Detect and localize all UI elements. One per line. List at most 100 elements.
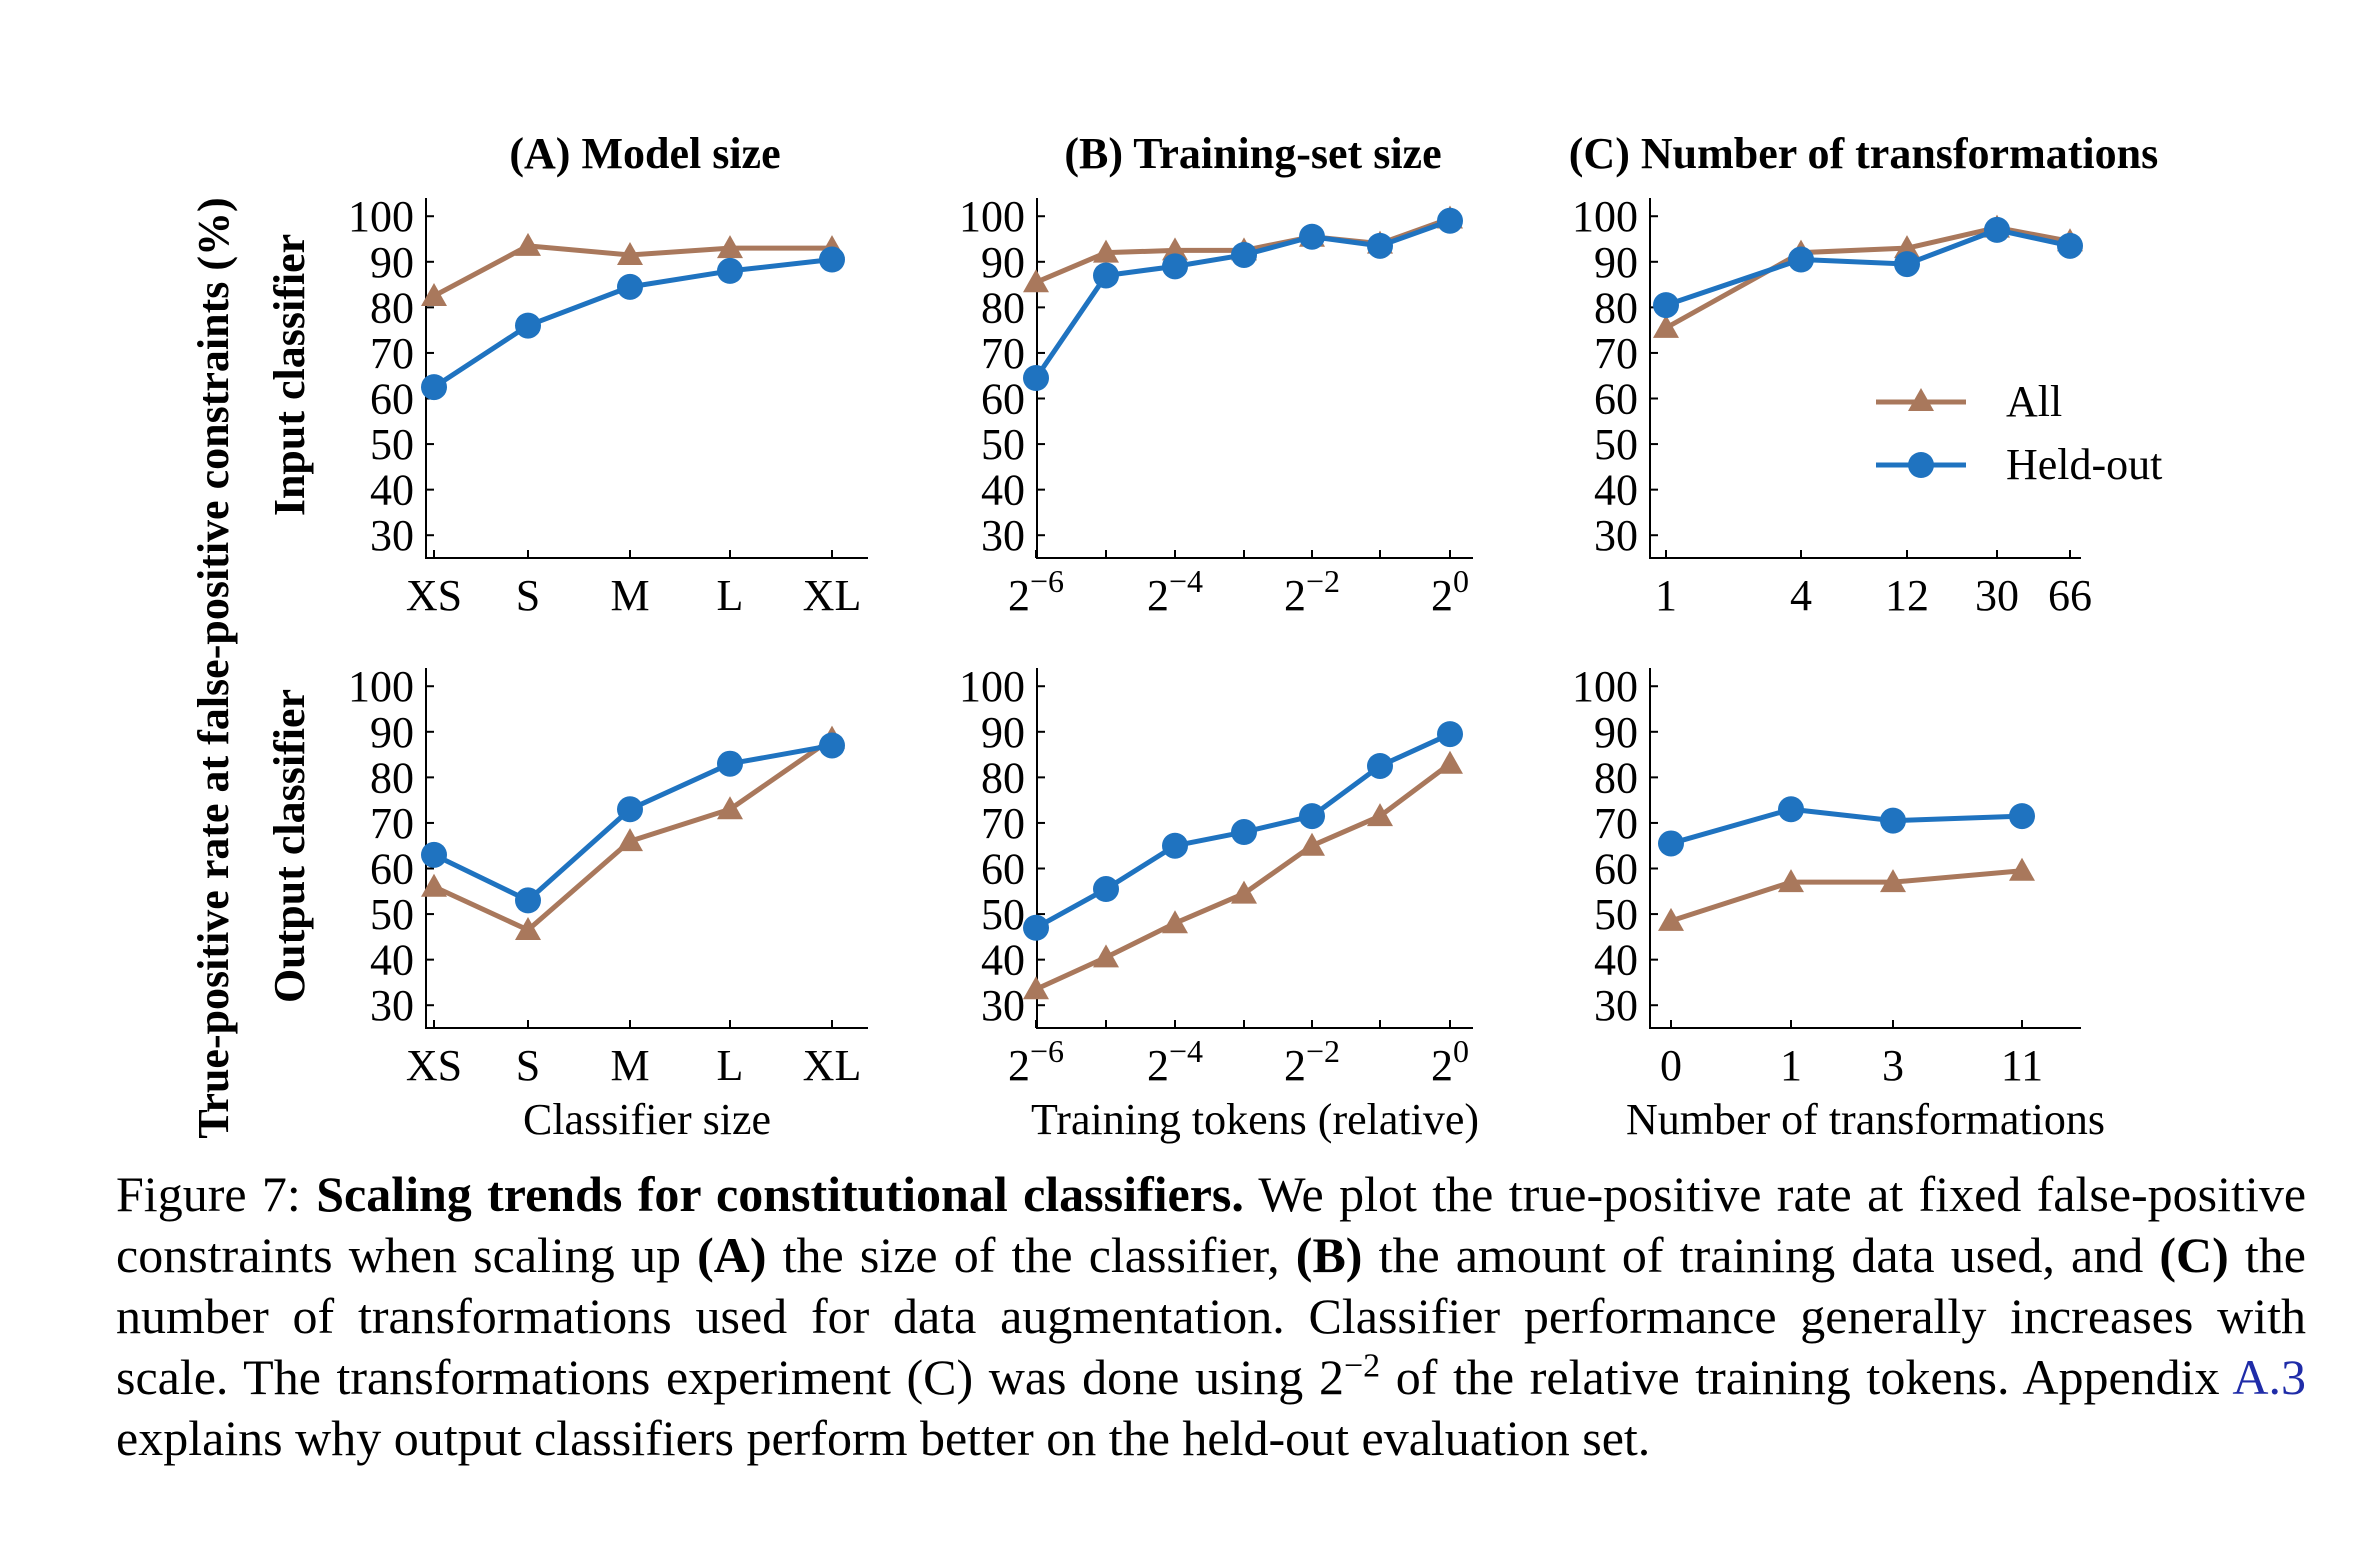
caption-b: (B) xyxy=(1295,1227,1363,1283)
x-tick-label: XS xyxy=(406,1041,462,1090)
caption-c: (C) xyxy=(2159,1227,2229,1283)
x-axis-label: Training tokens (relative) xyxy=(1031,1095,1479,1144)
y-tick-label: 100 xyxy=(348,662,414,711)
y-tick-label: 50 xyxy=(1594,890,1638,939)
y-tick-label: 60 xyxy=(370,845,414,894)
x-tick-label: 0 xyxy=(1660,1041,1682,1090)
y-tick-label: 50 xyxy=(981,890,1025,939)
data-point-all xyxy=(2009,857,2035,881)
caption-exponent: −2 xyxy=(1343,1347,1381,1385)
legend-label-held-out: Held-out xyxy=(2006,440,2162,489)
data-point-held-out xyxy=(1788,246,1814,273)
data-point-held-out xyxy=(1093,876,1119,903)
data-point-all xyxy=(1653,314,1679,338)
y-tick-label: 30 xyxy=(370,511,414,560)
caption-text-5: of the relative training tokens. Appendi… xyxy=(1380,1349,2233,1405)
x-tick-label: 2−6 xyxy=(1008,1033,1064,1090)
x-tick-label: 4 xyxy=(1790,571,1812,620)
y-tick-label: 50 xyxy=(981,420,1025,469)
y-tick-label: 70 xyxy=(370,329,414,378)
y-tick-label: 50 xyxy=(1594,420,1638,469)
data-point-all xyxy=(421,873,447,897)
data-point-all xyxy=(1023,976,1049,1000)
x-tick-label: 20 xyxy=(1431,563,1469,620)
series-line-all xyxy=(1670,868,2023,924)
caption-title: Scaling trends for constitutional classi… xyxy=(316,1166,1244,1222)
caption-text-2: the size of the classifier, xyxy=(766,1227,1296,1283)
data-point-all xyxy=(515,232,541,256)
data-point-held-out xyxy=(1023,365,1049,391)
y-tick-label: 100 xyxy=(959,192,1025,241)
data-point-held-out xyxy=(1162,832,1188,859)
data-point-held-out xyxy=(2009,803,2035,830)
legend-all-marker xyxy=(1908,388,1934,411)
row-label-input: Input classifier xyxy=(265,234,314,516)
data-point-held-out xyxy=(1658,830,1684,857)
caption-text-4: the number of transformations used for d… xyxy=(116,1227,2306,1405)
data-point-held-out xyxy=(1023,914,1049,941)
x-tick-label: S xyxy=(516,1041,540,1090)
figure: True-positive rate at false-positive con… xyxy=(189,129,2162,1144)
x-tick-label: 11 xyxy=(2001,1041,2043,1090)
y-tick-label: 70 xyxy=(1594,799,1638,848)
y-tick-label: 30 xyxy=(370,981,414,1030)
data-point-held-out xyxy=(1437,207,1463,234)
y-tick-label: 70 xyxy=(1594,329,1638,378)
data-point-held-out xyxy=(1299,223,1325,250)
data-point-held-out xyxy=(617,796,643,823)
x-tick-label: XL xyxy=(803,571,862,620)
x-tick-label: 2−4 xyxy=(1147,563,1203,620)
series-line-all xyxy=(1664,225,2071,331)
data-point-held-out xyxy=(421,374,447,401)
legend-label-all: All xyxy=(2006,377,2062,426)
data-point-all xyxy=(1093,239,1119,263)
data-point-all xyxy=(1658,907,1684,931)
data-point-held-out xyxy=(1367,232,1393,259)
caption-text-1: We plot the true-positive rate at fixed … xyxy=(116,1166,2307,1283)
data-point-all xyxy=(617,828,643,852)
data-point-all xyxy=(1894,235,1920,259)
y-tick-label: 40 xyxy=(370,936,414,985)
y-tick-label: 60 xyxy=(370,375,414,424)
x-tick-label: 3 xyxy=(1882,1041,1904,1090)
data-point-held-out xyxy=(1653,292,1679,319)
row-label-output: Output classifier xyxy=(265,689,314,1003)
y-tick-label: 90 xyxy=(370,238,414,287)
data-point-held-out xyxy=(819,732,845,759)
y-tick-label: 30 xyxy=(981,511,1025,560)
y-axis-label: True-positive rate at false-positive con… xyxy=(189,197,238,1138)
panel-title: (B) Training-set size xyxy=(1064,129,1441,178)
y-tick-label: 80 xyxy=(370,753,414,802)
legend-item-all: All xyxy=(1876,377,2062,426)
data-point-held-out xyxy=(1984,216,2010,243)
data-point-held-out xyxy=(1093,262,1119,289)
data-point-all xyxy=(1231,880,1257,904)
x-tick-label: L xyxy=(717,1041,744,1090)
data-point-held-out xyxy=(1437,721,1463,748)
y-tick-label: 100 xyxy=(1572,662,1638,711)
x-tick-label: 12 xyxy=(1885,571,1929,620)
data-point-all xyxy=(1778,869,1804,893)
data-point-held-out xyxy=(1231,819,1257,846)
data-point-held-out xyxy=(1231,241,1257,268)
data-point-all xyxy=(1880,869,1906,893)
data-point-all xyxy=(1162,237,1188,261)
caption-a: (A) xyxy=(697,1227,767,1283)
data-point-all xyxy=(1437,750,1463,774)
legend-held-out-marker xyxy=(1908,452,1934,478)
data-point-held-out xyxy=(1778,796,1804,823)
x-axis-label: Classifier size xyxy=(523,1095,771,1144)
y-tick-label: 100 xyxy=(348,192,414,241)
y-tick-label: 60 xyxy=(981,375,1025,424)
x-tick-label: 2−2 xyxy=(1284,563,1340,620)
series-line-held-out xyxy=(1670,806,2023,846)
data-point-all xyxy=(617,241,643,265)
data-point-held-out xyxy=(819,246,845,273)
y-tick-label: 60 xyxy=(981,845,1025,894)
appendix-link[interactable]: A.3 xyxy=(2232,1349,2307,1405)
series-line-all xyxy=(1034,761,1452,992)
data-point-all xyxy=(1299,832,1325,856)
